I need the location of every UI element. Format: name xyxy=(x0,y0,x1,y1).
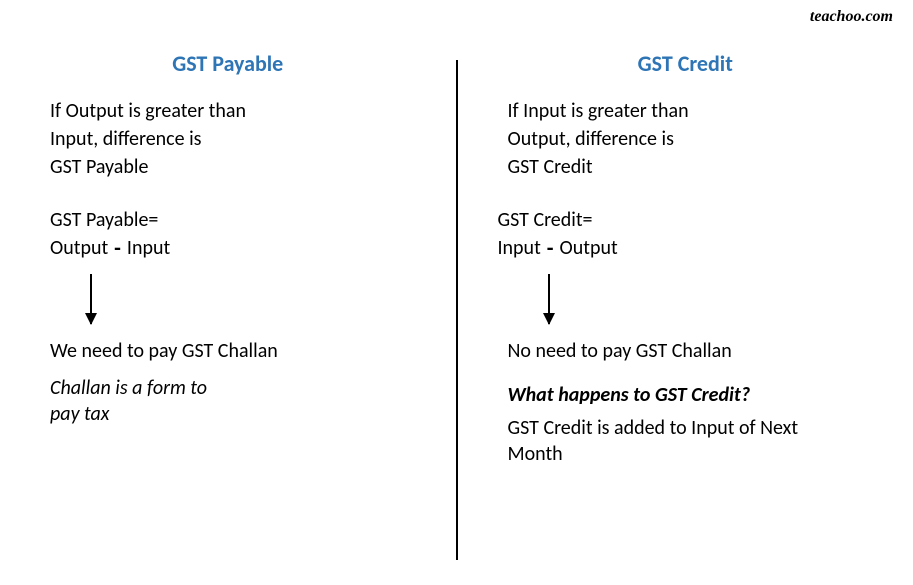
right-answer-line1: GST Credit is added to Input of Next xyxy=(508,415,864,441)
right-formula: GST Credit= Input - Output xyxy=(498,206,864,262)
left-condition-line1: If Output is greater than xyxy=(50,97,406,125)
right-formula-label: GST Credit= xyxy=(498,206,864,234)
left-term1: Output xyxy=(50,234,108,262)
left-result: We need to pay GST Challan xyxy=(50,339,406,363)
right-answer-line2: Month xyxy=(508,441,864,467)
right-condition-line3: GST Credit xyxy=(508,153,864,181)
left-condition-line2: Input, difference is xyxy=(50,125,406,153)
arrow-down-icon xyxy=(548,274,550,324)
arrow-down-icon xyxy=(90,274,92,324)
minus-icon: - xyxy=(114,237,121,259)
left-note-line1: Challan is a form to xyxy=(50,375,406,401)
right-arrow-container xyxy=(548,274,864,324)
right-formula-expression: Input - Output xyxy=(498,234,864,262)
left-term2: Input xyxy=(127,234,170,262)
left-formula: GST Payable= Output - Input xyxy=(50,206,406,262)
right-term1: Input xyxy=(498,234,541,262)
left-condition-line3: GST Payable xyxy=(50,153,406,181)
left-heading: GST Payable xyxy=(50,50,406,77)
right-condition-line1: If Input is greater than xyxy=(508,97,864,125)
right-answer: GST Credit is added to Input of Next Mon… xyxy=(508,415,864,467)
site-watermark: teachoo.com xyxy=(810,8,893,26)
right-result: No need to pay GST Challan xyxy=(508,339,864,363)
left-formula-label: GST Payable= xyxy=(50,206,406,234)
left-note-line2: pay tax xyxy=(50,401,406,427)
right-condition-line2: Output, difference is xyxy=(508,125,864,153)
right-column: GST Credit If Input is greater than Outp… xyxy=(458,50,913,585)
main-container: GST Payable If Output is greater than In… xyxy=(0,0,913,585)
right-question: What happens to GST Credit? xyxy=(508,383,864,407)
right-condition: If Input is greater than Output, differe… xyxy=(508,97,864,181)
right-heading: GST Credit xyxy=(508,50,864,77)
minus-icon: - xyxy=(547,237,554,259)
left-formula-expression: Output - Input xyxy=(50,234,406,262)
left-arrow-container xyxy=(90,274,406,324)
left-condition: If Output is greater than Input, differe… xyxy=(50,97,406,181)
left-column: GST Payable If Output is greater than In… xyxy=(0,50,456,585)
right-term2: Output xyxy=(560,234,618,262)
left-note: Challan is a form to pay tax xyxy=(50,375,406,427)
